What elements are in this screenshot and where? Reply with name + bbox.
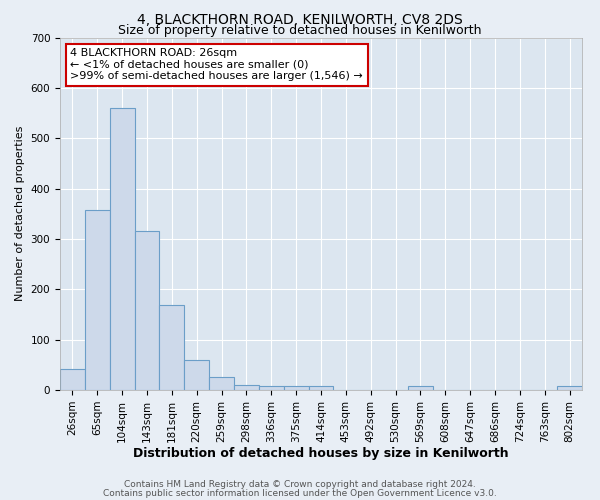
Bar (60, 369, 85, 390)
Bar (134, 232, 160, 390)
Text: Contains HM Land Registry data © Crown copyright and database right 2024.: Contains HM Land Registry data © Crown c… (124, 480, 476, 489)
Bar (308, 386, 334, 390)
Bar (284, 386, 308, 390)
Text: 4 BLACKTHORN ROAD: 26sqm
← <1% of detached houses are smaller (0)
>99% of semi-d: 4 BLACKTHORN ROAD: 26sqm ← <1% of detach… (70, 48, 363, 82)
Bar (557, 386, 582, 390)
X-axis label: Distribution of detached houses by size in Kenilworth: Distribution of detached houses by size … (133, 448, 509, 460)
Bar (209, 378, 234, 390)
Y-axis label: Number of detached properties: Number of detached properties (15, 126, 25, 302)
Text: Contains public sector information licensed under the Open Government Licence v3: Contains public sector information licen… (103, 488, 497, 498)
Bar (259, 386, 284, 390)
Bar (160, 306, 184, 390)
Bar (85, 210, 110, 390)
Text: 4, BLACKTHORN ROAD, KENILWORTH, CV8 2DS: 4, BLACKTHORN ROAD, KENILWORTH, CV8 2DS (137, 12, 463, 26)
Text: Size of property relative to detached houses in Kenilworth: Size of property relative to detached ho… (118, 24, 482, 37)
Bar (408, 386, 433, 390)
Bar (184, 360, 209, 390)
Bar (110, 108, 134, 390)
Bar (234, 385, 259, 390)
